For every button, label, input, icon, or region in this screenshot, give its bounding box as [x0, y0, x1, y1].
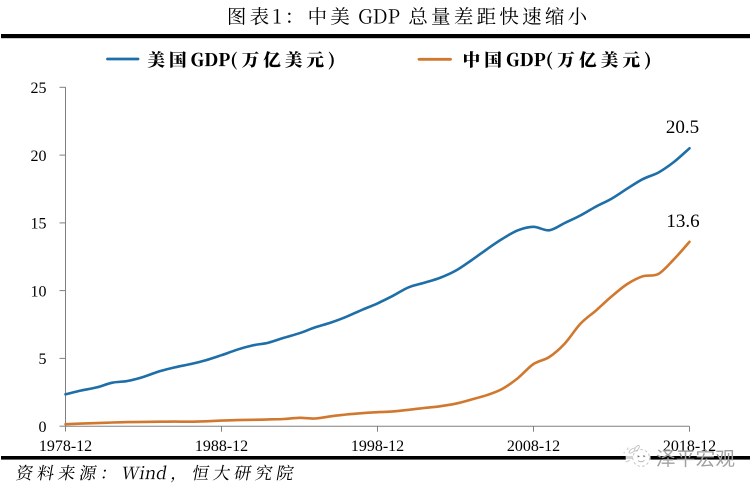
svg-text:13.6: 13.6 [666, 211, 699, 232]
svg-text:10: 10 [31, 283, 47, 300]
svg-text:20: 20 [31, 148, 47, 165]
svg-text:2008-12: 2008-12 [507, 438, 560, 455]
svg-text:5: 5 [39, 351, 47, 368]
svg-text:25: 25 [31, 80, 47, 97]
svg-text:2018-12: 2018-12 [663, 438, 716, 455]
svg-text:1988-12: 1988-12 [195, 438, 248, 455]
svg-text:20.5: 20.5 [666, 117, 699, 138]
svg-text:0: 0 [39, 419, 47, 436]
svg-text:1978-12: 1978-12 [39, 438, 92, 455]
svg-text:1998-12: 1998-12 [351, 438, 404, 455]
svg-text:15: 15 [31, 216, 47, 233]
